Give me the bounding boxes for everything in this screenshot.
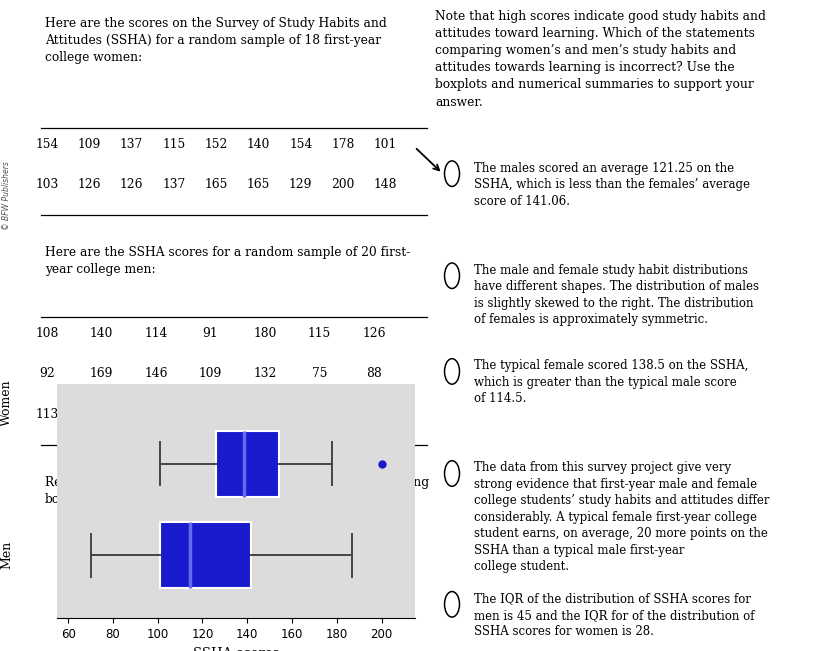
Text: 126: 126 <box>77 178 101 191</box>
Text: 178: 178 <box>331 138 355 151</box>
Text: The males scored an average 121.25 on the
SSHA, which is less than the females’ : The males scored an average 121.25 on th… <box>475 161 751 208</box>
Bar <box>216 431 278 497</box>
Text: 165: 165 <box>247 178 270 191</box>
Text: 115: 115 <box>308 327 331 340</box>
Text: 146: 146 <box>144 367 168 380</box>
Text: 154: 154 <box>289 138 313 151</box>
Text: 108: 108 <box>35 327 59 340</box>
Text: The IQR of the distribution of SSHA scores for
men is 45 and the IQR for of the : The IQR of the distribution of SSHA scor… <box>475 592 755 638</box>
Text: 152: 152 <box>204 138 228 151</box>
Text: 126: 126 <box>362 327 386 340</box>
Text: 104: 104 <box>308 408 331 421</box>
Text: The typical female scored 138.5 on the SSHA,
which is greater than the typical m: The typical female scored 138.5 on the S… <box>475 359 749 406</box>
Text: © BFW Publishers: © BFW Publishers <box>2 161 11 230</box>
Text: 165: 165 <box>204 178 228 191</box>
Text: 70: 70 <box>148 408 164 421</box>
Text: The data from this survey project give very
strong evidence that first-year male: The data from this survey project give v… <box>475 462 770 574</box>
Text: Men: Men <box>0 541 13 569</box>
Text: 88: 88 <box>366 367 382 380</box>
Text: Researchers analyzed these results and created the following
boxplot:: Researchers analyzed these results and c… <box>45 476 429 506</box>
Text: Here are the SSHA scores for a random sample of 20 first-
year college men:: Here are the SSHA scores for a random sa… <box>45 246 410 276</box>
Text: 200: 200 <box>331 178 355 191</box>
Text: Here are the scores on the Survey of Study Habits and
Attitudes (SSHA) for a ran: Here are the scores on the Survey of Stu… <box>45 17 387 64</box>
Text: 180: 180 <box>253 327 277 340</box>
X-axis label: SSHA scores: SSHA scores <box>193 646 279 651</box>
Bar <box>160 522 251 588</box>
Text: 137: 137 <box>120 138 143 151</box>
Text: 109: 109 <box>199 367 222 380</box>
Text: 137: 137 <box>162 178 186 191</box>
Text: 91: 91 <box>203 327 218 340</box>
Text: The male and female study habit distributions
have different shapes. The distrib: The male and female study habit distribu… <box>475 264 759 326</box>
Text: 151: 151 <box>90 408 113 421</box>
Text: 114: 114 <box>144 327 168 340</box>
Text: 126: 126 <box>120 178 143 191</box>
Text: 113: 113 <box>35 408 59 421</box>
Text: 154: 154 <box>35 138 59 151</box>
Text: Women: Women <box>0 380 13 426</box>
Text: 115: 115 <box>162 138 186 151</box>
Text: 140: 140 <box>90 327 113 340</box>
Text: 140: 140 <box>247 138 270 151</box>
Text: 75: 75 <box>312 367 327 380</box>
Text: 115: 115 <box>199 408 222 421</box>
Text: Note that high scores indicate good study habits and
attitudes toward learning. : Note that high scores indicate good stud… <box>435 10 766 109</box>
Text: 169: 169 <box>90 367 113 380</box>
Text: 187: 187 <box>253 408 277 421</box>
Text: 109: 109 <box>77 138 101 151</box>
Text: 103: 103 <box>35 178 59 191</box>
Text: 132: 132 <box>253 367 277 380</box>
Text: 148: 148 <box>374 178 397 191</box>
Text: 101: 101 <box>374 138 397 151</box>
Text: 92: 92 <box>39 367 55 380</box>
Text: 129: 129 <box>289 178 313 191</box>
